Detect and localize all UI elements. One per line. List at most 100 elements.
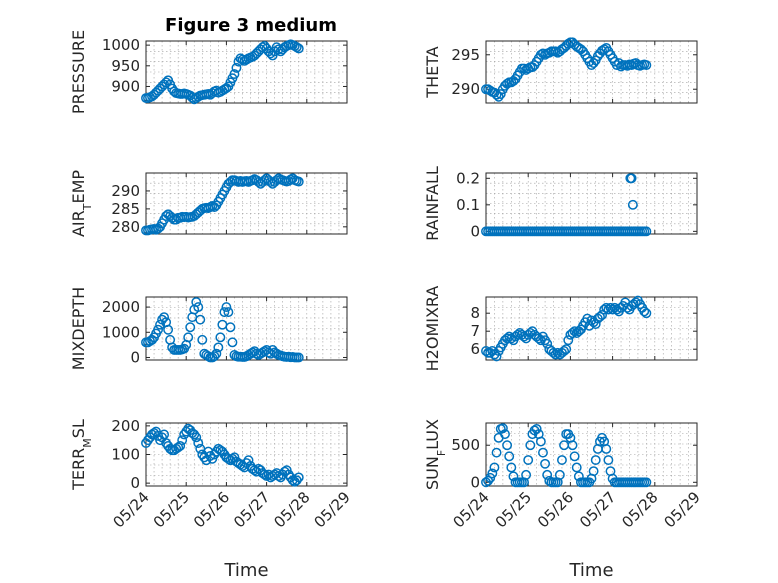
data-point (493, 91, 504, 102)
y-tick-label: 0 (470, 473, 480, 491)
data-series (481, 423, 652, 488)
data-point (550, 349, 561, 360)
data-point (175, 440, 186, 451)
data-point (293, 176, 304, 187)
axes-border (485, 172, 698, 235)
data-point (225, 322, 236, 333)
data-point (506, 462, 517, 473)
data-point (291, 475, 302, 486)
subplot-theta: 290 295 THETA (423, 37, 698, 104)
data-point (155, 319, 166, 330)
data-point (487, 468, 498, 479)
data-point (291, 42, 302, 53)
data-point (163, 324, 174, 335)
data-point (223, 307, 234, 318)
data-point (287, 475, 298, 486)
data-point (265, 177, 276, 187)
data-point (567, 328, 578, 338)
data-point (588, 58, 599, 68)
data-point (293, 352, 304, 363)
data-point (557, 455, 567, 466)
data-point (191, 432, 202, 443)
x-axis-label: Time (223, 560, 268, 581)
y-axis-label: SUNFLUX (423, 419, 448, 490)
data-point (293, 472, 304, 483)
y-tick-label: 950 (111, 57, 140, 75)
data-point (540, 458, 551, 469)
data-point (221, 302, 232, 313)
y-tick-label: 100 (111, 446, 140, 464)
data-point (243, 455, 254, 466)
data-point (569, 451, 580, 462)
data-point (491, 351, 502, 362)
data-point (209, 351, 220, 362)
data-point (229, 69, 240, 80)
data-point (227, 337, 238, 348)
y-tick-label: 1000 (102, 323, 140, 341)
y-tick-label: 285 (111, 200, 140, 218)
data-point (195, 314, 206, 325)
data-point (213, 342, 224, 353)
y-tick-label: 280 (111, 218, 140, 236)
data-point (531, 423, 542, 434)
subplot-rainfall: 0 0.1 0.2 RAINFALL (423, 166, 698, 241)
y-tick-label: 200 (111, 417, 140, 435)
data-point (563, 38, 574, 49)
y-axis-label: MIXDEPTH (69, 287, 88, 370)
data-series (481, 37, 652, 102)
data-point (173, 442, 184, 453)
data-point (567, 440, 578, 451)
y-tick-label: 290 (451, 80, 480, 98)
data-point (542, 469, 553, 480)
data-point (193, 438, 204, 448)
data-point (641, 308, 652, 319)
data-point (161, 211, 172, 222)
data-point (525, 440, 536, 451)
axes-border (485, 296, 698, 361)
data-point (521, 469, 532, 480)
data-point (500, 429, 510, 440)
data-point (571, 462, 582, 473)
axes-border (485, 40, 698, 104)
y-axis-label: H2OMIXRA (423, 286, 442, 372)
data-point (639, 306, 650, 317)
data-point (641, 226, 652, 237)
data-point (502, 78, 513, 89)
data-point (193, 302, 204, 313)
y-tick-label: 0 (130, 348, 140, 366)
data-point (590, 455, 601, 466)
data-point (177, 435, 188, 446)
y-tick-label: 0 (470, 222, 480, 240)
y-tick-label: 295 (451, 46, 480, 64)
data-point (626, 173, 637, 184)
data-point (273, 44, 284, 55)
data-point (605, 302, 616, 313)
data-point (185, 322, 196, 333)
data-point (191, 297, 202, 307)
data-point (535, 436, 546, 447)
y-tick-label: 2000 (102, 298, 140, 316)
data-point (590, 319, 601, 329)
data-point (219, 307, 230, 318)
data-point (563, 335, 574, 346)
data-point (495, 89, 506, 99)
data-point (183, 332, 194, 343)
y-tick-label: 290 (111, 182, 140, 200)
data-point (259, 175, 270, 186)
data-point (641, 477, 652, 488)
data-point (550, 46, 561, 57)
data-point (538, 447, 548, 458)
data-point (641, 60, 652, 71)
data-point (253, 177, 264, 187)
data-point (159, 312, 170, 323)
data-point (293, 43, 304, 54)
data-point (594, 311, 605, 322)
subplot-pressure: 900 950 1000 PRESSURE (69, 30, 348, 114)
data-series (481, 173, 652, 237)
data-series (481, 295, 652, 362)
data-point (504, 451, 515, 462)
data-point (231, 62, 242, 73)
data-point (552, 347, 563, 358)
data-point (197, 334, 208, 345)
data-point (601, 443, 612, 454)
